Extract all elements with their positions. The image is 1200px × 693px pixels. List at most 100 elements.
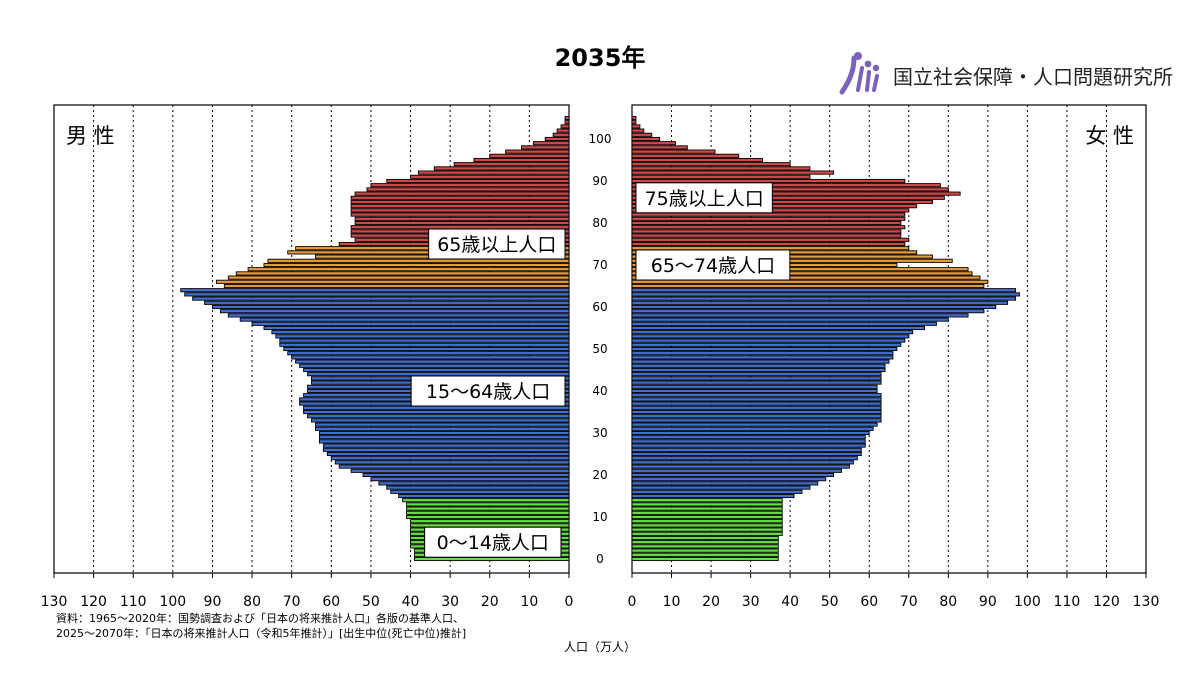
female-bar bbox=[631, 166, 811, 171]
male-bar bbox=[204, 300, 570, 305]
male-bar bbox=[350, 208, 570, 213]
female-bar bbox=[631, 296, 1016, 301]
male-bar bbox=[453, 162, 570, 167]
female-bar bbox=[631, 325, 926, 331]
male-bar bbox=[330, 456, 570, 461]
female-bar bbox=[631, 443, 866, 448]
male-bar bbox=[247, 267, 570, 272]
female-bar bbox=[631, 451, 862, 457]
female-bar bbox=[631, 351, 894, 356]
female-bar bbox=[631, 225, 906, 230]
label-age-0-14: 0～14歳人口 bbox=[437, 532, 549, 554]
male-bar bbox=[315, 426, 570, 431]
female-bar bbox=[631, 498, 783, 503]
female-bar bbox=[631, 519, 783, 524]
male-bar bbox=[544, 136, 570, 142]
male-bar bbox=[410, 523, 570, 528]
male-bar bbox=[378, 481, 570, 486]
female-bar bbox=[631, 338, 906, 343]
female-bar bbox=[631, 187, 949, 192]
female-bar bbox=[631, 447, 862, 452]
male-bar bbox=[279, 338, 570, 343]
male-bar bbox=[318, 439, 570, 444]
source-line-1: 資料：1965～2020年：国勢調査および「日本の将来推計人口」各版の基準人口、 bbox=[56, 612, 464, 625]
male-bar bbox=[303, 367, 570, 373]
male-x-tick-label: 130 bbox=[41, 594, 68, 610]
female-x-tick-label: 0 bbox=[628, 594, 637, 610]
female-bar bbox=[631, 346, 898, 352]
female-bar bbox=[631, 321, 937, 326]
age-tick-label: 30 bbox=[592, 426, 607, 440]
female-bar bbox=[631, 384, 878, 389]
male-bar bbox=[235, 271, 570, 276]
male-bar bbox=[402, 498, 570, 503]
age-tick-label: 90 bbox=[592, 174, 607, 188]
male-bar bbox=[370, 477, 570, 482]
female-x-tick-label: 70 bbox=[900, 594, 918, 610]
female-bar bbox=[631, 393, 882, 398]
male-bar bbox=[418, 170, 570, 175]
male-bar bbox=[318, 435, 570, 440]
female-bar bbox=[631, 204, 918, 209]
female-bar bbox=[631, 435, 866, 440]
female-bar bbox=[631, 304, 997, 310]
male-bar bbox=[322, 447, 570, 452]
female-bar bbox=[631, 162, 791, 167]
female-bar bbox=[631, 464, 850, 469]
male-bar bbox=[239, 317, 570, 322]
male-bar bbox=[303, 409, 570, 415]
male-x-tick-label: 20 bbox=[481, 594, 499, 610]
female-bar bbox=[631, 426, 874, 431]
female-bar bbox=[631, 460, 854, 465]
female-bar bbox=[631, 191, 961, 196]
female-bar bbox=[631, 418, 882, 423]
label-age-65-74: 65～74歳人口 bbox=[651, 255, 775, 277]
male-x-tick-label: 50 bbox=[362, 594, 380, 610]
male-bar bbox=[267, 258, 570, 263]
male-x-tick-label: 110 bbox=[120, 594, 147, 610]
female-bar bbox=[631, 342, 902, 347]
female-bar bbox=[631, 506, 783, 511]
female-x-tick-label: 110 bbox=[1054, 594, 1081, 610]
male-bar bbox=[338, 464, 570, 469]
male-bar bbox=[350, 204, 570, 209]
label-age-75-plus: 75歳以上人口 bbox=[645, 188, 764, 210]
female-x-tick-label: 30 bbox=[742, 594, 760, 610]
female-bar bbox=[631, 489, 803, 494]
age-tick-label: 0 bbox=[596, 552, 604, 566]
female-side-label: 女 性 bbox=[1085, 124, 1134, 148]
female-bar bbox=[631, 292, 1020, 297]
female-bar bbox=[631, 544, 779, 549]
male-bar bbox=[406, 510, 570, 515]
female-bar bbox=[631, 359, 890, 364]
female-x-tick-label: 40 bbox=[781, 594, 799, 610]
male-bar bbox=[473, 157, 570, 163]
logo-text: 国立社会保障・人口問題研究所 bbox=[893, 65, 1173, 89]
female-bar bbox=[631, 132, 653, 137]
male-bar bbox=[556, 128, 570, 133]
male-bar bbox=[552, 132, 570, 137]
female-bar bbox=[631, 258, 953, 263]
age-tick-label: 100 bbox=[589, 132, 612, 146]
female-bar bbox=[631, 128, 645, 133]
male-bar bbox=[350, 199, 570, 205]
label-age-15-64: 15～64歳人口 bbox=[426, 381, 550, 403]
male-x-tick-label: 90 bbox=[204, 594, 222, 610]
source-line-2: 2025～2070年：「日本の将来推計人口（令和5年推計）」[出生中位(死亡中位… bbox=[56, 627, 467, 640]
female-bar bbox=[631, 241, 906, 247]
female-bar bbox=[631, 170, 835, 175]
age-tick-label: 60 bbox=[592, 300, 607, 314]
female-bar bbox=[631, 523, 783, 528]
male-bar bbox=[307, 372, 570, 377]
female-bar bbox=[631, 414, 882, 419]
male-bar bbox=[410, 174, 570, 179]
male-bar bbox=[184, 292, 570, 297]
female-bar bbox=[631, 153, 740, 158]
male-x-tick-label: 60 bbox=[322, 594, 340, 610]
x-axis-title: 人口（万人） bbox=[563, 640, 636, 654]
female-bar bbox=[631, 527, 783, 532]
female-bar bbox=[631, 514, 783, 520]
female-bar bbox=[631, 330, 914, 335]
male-bar bbox=[326, 451, 570, 457]
